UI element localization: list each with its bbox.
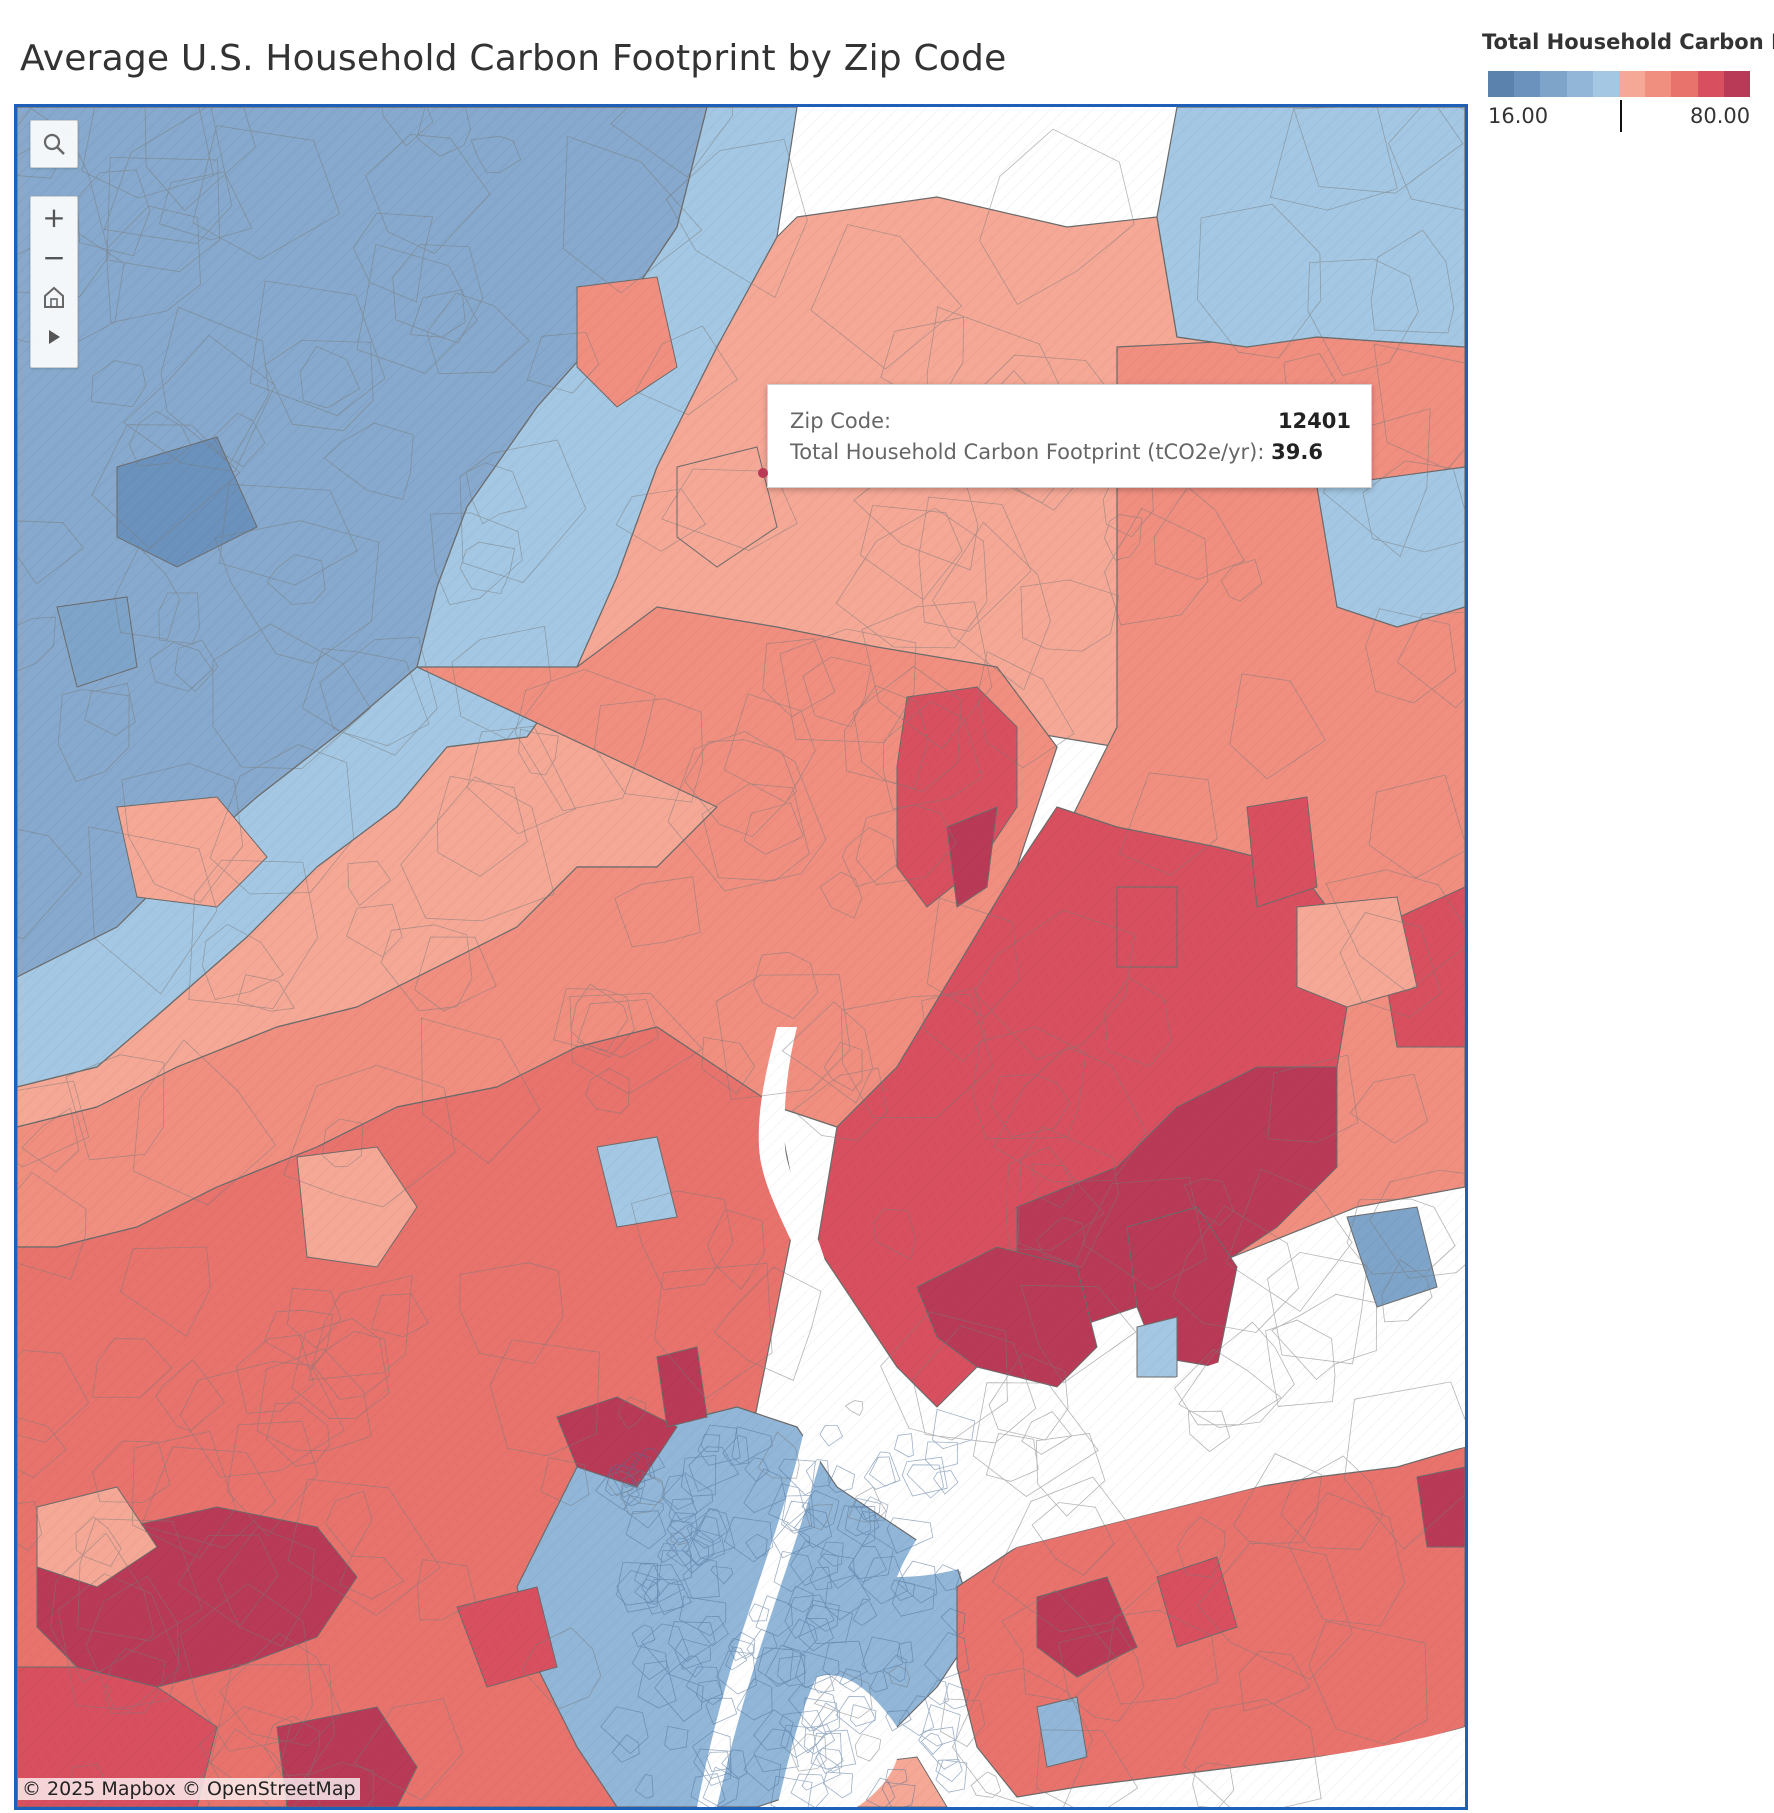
- zip-outline: [970, 1771, 1002, 1798]
- map-canvas[interactable]: [17, 107, 1465, 1807]
- legend-swatch[interactable]: [1592, 71, 1620, 97]
- map-zoom-controls: + −: [30, 196, 78, 368]
- choropleth-map[interactable]: [14, 104, 1468, 1810]
- page-title: Average U.S. Household Carbon Footprint …: [20, 38, 1007, 79]
- tooltip-metric-value: 39.6: [1271, 440, 1323, 464]
- legend-swatch[interactable]: [1697, 71, 1724, 97]
- tooltip-zip-value: 12401: [1277, 409, 1351, 433]
- search-icon[interactable]: [31, 121, 77, 167]
- legend-swatch[interactable]: [1488, 71, 1515, 97]
- play-icon[interactable]: [31, 317, 77, 357]
- zip-outline: [844, 1400, 864, 1416]
- map-attribution[interactable]: © 2025 Mapbox © OpenStreetMap: [18, 1778, 360, 1800]
- zoom-out-button[interactable]: −: [42, 240, 66, 274]
- zip-outline: [920, 1732, 943, 1755]
- tooltip-metric-label: Total Household Carbon Footprint (tCO2e/…: [790, 440, 1265, 464]
- legend-swatch[interactable]: [1566, 71, 1593, 97]
- patch-7[interactable]: [1346, 1206, 1438, 1308]
- patch-6[interactable]: [1136, 1316, 1178, 1378]
- map-tooltip: Zip Code: 12401 Total Household Carbon F…: [767, 384, 1372, 488]
- legend-color-ramp: [1488, 71, 1751, 97]
- zip-outline: [935, 1759, 963, 1783]
- zip-outline: [868, 1456, 896, 1487]
- cluster-10[interactable]: [1246, 796, 1318, 908]
- legend-swatch[interactable]: [1619, 71, 1646, 97]
- zip-outline: [893, 1433, 914, 1458]
- selected-zip-marker[interactable]: [756, 466, 770, 480]
- cluster-9[interactable]: [1116, 886, 1178, 968]
- zoom-in-button[interactable]: +: [42, 200, 66, 234]
- legend-marker: [1620, 100, 1622, 132]
- legend-swatch[interactable]: [1540, 71, 1567, 97]
- region-ne-edge-blue[interactable]: [1156, 107, 1465, 348]
- legend-swatch[interactable]: [1645, 71, 1672, 97]
- legend-min-label: 16.00: [1488, 104, 1549, 128]
- map-search-button[interactable]: [30, 120, 78, 168]
- tooltip-zip-label: Zip Code:: [790, 409, 892, 433]
- tooltip-metric-row: Total Household Carbon Footprint (tCO2e/…: [790, 440, 1323, 464]
- legend-title[interactable]: Total Household Carbon F...: [1482, 30, 1774, 54]
- legend-max-label: 80.00: [1690, 104, 1751, 128]
- legend-swatch[interactable]: [1723, 71, 1751, 97]
- color-legend: Total Household Carbon F... 16.00 80.00: [1482, 30, 1774, 132]
- legend-swatch[interactable]: [1514, 71, 1541, 97]
- home-icon[interactable]: [31, 277, 77, 317]
- legend-swatch[interactable]: [1671, 71, 1698, 97]
